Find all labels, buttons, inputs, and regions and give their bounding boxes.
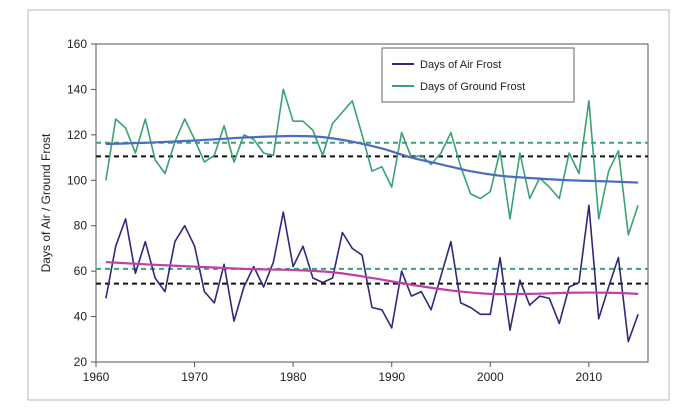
y-tick-label: 40 [74,310,88,324]
x-tick-label: 1990 [378,370,405,384]
legend-box [381,47,575,103]
x-axis: 1960 1970 1980 1990 2000 2010 [83,362,603,384]
series-line-0 [105,204,639,343]
x-tick-label: 1980 [280,370,307,384]
trend-line-2 [105,134,639,184]
y-axis-label: Days of Air / Ground Frost [39,133,53,272]
y-tick-label: 120 [67,128,87,142]
x-tick-label: 2010 [576,370,603,384]
x-tick-label: 1960 [83,370,110,384]
series-lines [105,88,639,343]
y-tick-label: 20 [74,355,88,369]
x-tick-label: 2000 [477,370,504,384]
legend-label-1: Days of Ground Frost [420,81,525,93]
y-tick-label: 100 [67,173,87,187]
reference-lines [96,141,648,285]
trend-line-3 [105,260,639,296]
y-tick-label: 160 [67,37,87,51]
y-axis: 20 40 60 80 100 120 140 160 [67,37,96,369]
plot-area [95,43,649,363]
y-tick-label: 60 [74,264,88,278]
legend: Days of Air Frost Days of Ground Frost [381,47,575,103]
y-tick-label: 140 [67,82,87,96]
series-line-1 [105,88,639,236]
x-tick-label: 1970 [181,370,208,384]
y-tick-label: 80 [74,219,88,233]
legend-label-0: Days of Air Frost [420,59,501,71]
